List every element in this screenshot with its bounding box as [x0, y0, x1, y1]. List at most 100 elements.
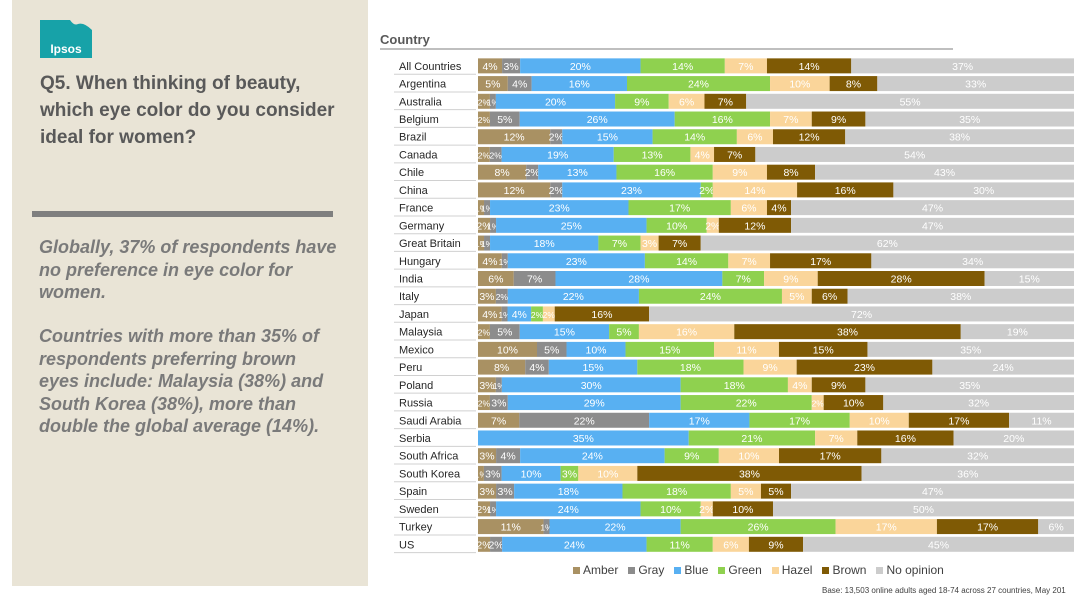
data-label-gray-canada: 2%: [490, 150, 503, 160]
bar-brown-australia: [704, 93, 747, 109]
bar-no-opinion-sweden: [772, 501, 1074, 517]
data-label-no-opinion-india: 15%: [1019, 274, 1040, 286]
data-label-no-opinion-germany: 47%: [922, 220, 943, 232]
bar-gray-argentina: [507, 76, 532, 92]
bar-green-south-africa: [664, 448, 719, 464]
bar-brown-all-countries: [766, 58, 852, 74]
data-label-no-opinion-us: 45%: [928, 539, 949, 551]
data-label-blue-china: 23%: [621, 185, 642, 197]
bar-green-chile: [616, 164, 713, 180]
bar-no-opinion-hungary: [871, 253, 1074, 269]
data-label-gray-all-countries: 3%: [504, 61, 519, 73]
bar-amber-hungary: [478, 253, 502, 269]
data-label-amber-poland: 3%: [479, 380, 494, 392]
bar-gray-germany: [490, 217, 497, 233]
data-label-blue-us: 24%: [564, 539, 585, 551]
bar-blue-spain: [514, 483, 623, 499]
bar-amber-mexico: [478, 341, 538, 357]
data-label-hazel-poland: 4%: [792, 380, 807, 392]
bar-blue-malaysia: [519, 324, 610, 340]
data-label-gray-chile: 2%: [525, 167, 540, 179]
data-label-gray-italy: 2%: [496, 292, 509, 302]
data-label-amber-canada: 2%: [478, 150, 491, 160]
bar-amber-spain: [478, 483, 497, 499]
bar-brown-mexico: [778, 341, 868, 357]
data-label-hazel-south-africa: 10%: [738, 451, 759, 463]
data-label-amber-hungary: 4%: [482, 256, 497, 268]
bar-hazel-argentina: [770, 76, 830, 92]
data-label-green-peru: 18%: [680, 362, 701, 374]
data-label-gray-china: 2%: [549, 185, 564, 197]
data-label-amber-italy: 3%: [479, 291, 494, 303]
data-label-no-opinion-china: 30%: [973, 185, 994, 197]
bar-blue-south-africa: [520, 448, 665, 464]
chart-legend: Amber Gray Blue Green Hazel Brown No opinion: [573, 563, 944, 577]
data-label-brown-belgium: 9%: [831, 114, 846, 126]
data-label-hazel-mexico: 11%: [736, 344, 756, 356]
bar-gray-chile: [526, 164, 539, 180]
bar-gray-hungary: [501, 253, 508, 269]
bar-hazel-chile: [712, 164, 767, 180]
data-label-blue-argentina: 16%: [569, 79, 590, 91]
data-label-brown-russia: 10%: [843, 398, 864, 410]
data-label-gray-russia: 3%: [491, 398, 506, 410]
bar-brown-sweden: [712, 501, 773, 517]
data-label-green-poland: 18%: [724, 380, 745, 392]
bar-amber-australia: [478, 93, 490, 109]
category-label-all-countries: All Countries: [399, 61, 462, 73]
data-label-hazel-great-britain: 3%: [642, 238, 657, 250]
bar-hazel-saudi-arabia: [849, 412, 909, 428]
bar-hazel-india: [764, 271, 818, 286]
data-label-no-opinion-serbia: 20%: [1003, 433, 1024, 445]
bar-brown-hungary: [770, 253, 872, 269]
data-label-brown-saudi-arabia: 17%: [948, 415, 969, 427]
data-label-green-all-countries: 14%: [672, 61, 693, 73]
data-label-amber-argentina: 5%: [485, 79, 500, 91]
bar-amber-south-africa: [478, 448, 497, 464]
bar-brown-us: [748, 536, 804, 552]
bar-no-opinion-chile: [815, 164, 1074, 180]
bar-brown-south-africa: [779, 448, 882, 464]
legend-item-gray: Gray: [628, 563, 664, 577]
data-label-green-brazil: 14%: [684, 132, 705, 144]
bar-brown-serbia: [857, 430, 954, 446]
data-label-hazel-belgium: 7%: [783, 114, 798, 126]
data-label-blue-sweden: 24%: [558, 504, 579, 516]
bar-blue-australia: [495, 93, 616, 109]
data-label-no-opinion-canada: 54%: [904, 149, 925, 161]
bar-gray-japan: [501, 306, 508, 322]
bar-green-spain: [622, 483, 731, 499]
bar-amber-saudi-arabia: [478, 412, 520, 428]
data-label-blue-serbia: 35%: [573, 433, 594, 445]
data-label-gray-south-africa: 4%: [501, 451, 516, 463]
legend-swatch-green: [718, 566, 726, 574]
bar-amber-malaysia: [478, 324, 490, 340]
legend-label-brown: Brown: [832, 563, 867, 577]
data-label-hazel-india: 9%: [783, 274, 798, 286]
bar-hazel-poland: [787, 377, 812, 393]
data-label-green-great-britain: 7%: [612, 238, 627, 250]
bar-blue-russia: [507, 395, 681, 411]
bar-hazel-australia: [668, 93, 705, 109]
bar-brown-germany: [718, 217, 792, 233]
bar-no-opinion-mexico: [867, 341, 1074, 357]
data-label-brown-south-korea: 38%: [739, 468, 760, 480]
bar-no-opinion-china: [893, 182, 1074, 198]
category-label-india: India: [399, 274, 424, 286]
bar-no-opinion-india: [984, 271, 1074, 286]
data-label-no-opinion-chile: 43%: [934, 167, 955, 179]
data-label-blue-brazil: 15%: [597, 132, 618, 144]
question-text: Q5. When thinking of beauty, which eye c…: [40, 73, 335, 148]
legend-swatch-no-opinion: [876, 566, 884, 574]
data-label-amber-belgium: 2%: [478, 115, 491, 125]
bar-no-opinion-peru: [932, 359, 1074, 375]
bar-hazel-brazil: [736, 129, 773, 145]
category-label-malaysia: Malaysia: [399, 327, 443, 339]
data-label-amber-france: 1%: [475, 204, 488, 214]
data-label-brown-all-countries: 14%: [799, 61, 820, 73]
bar-no-opinion-canada: [755, 146, 1074, 162]
data-label-blue-poland: 30%: [581, 380, 602, 392]
data-label-green-south-korea: 3%: [562, 468, 577, 480]
data-label-green-spain: 18%: [666, 486, 687, 498]
data-label-amber-turkey: 11%: [501, 522, 521, 534]
